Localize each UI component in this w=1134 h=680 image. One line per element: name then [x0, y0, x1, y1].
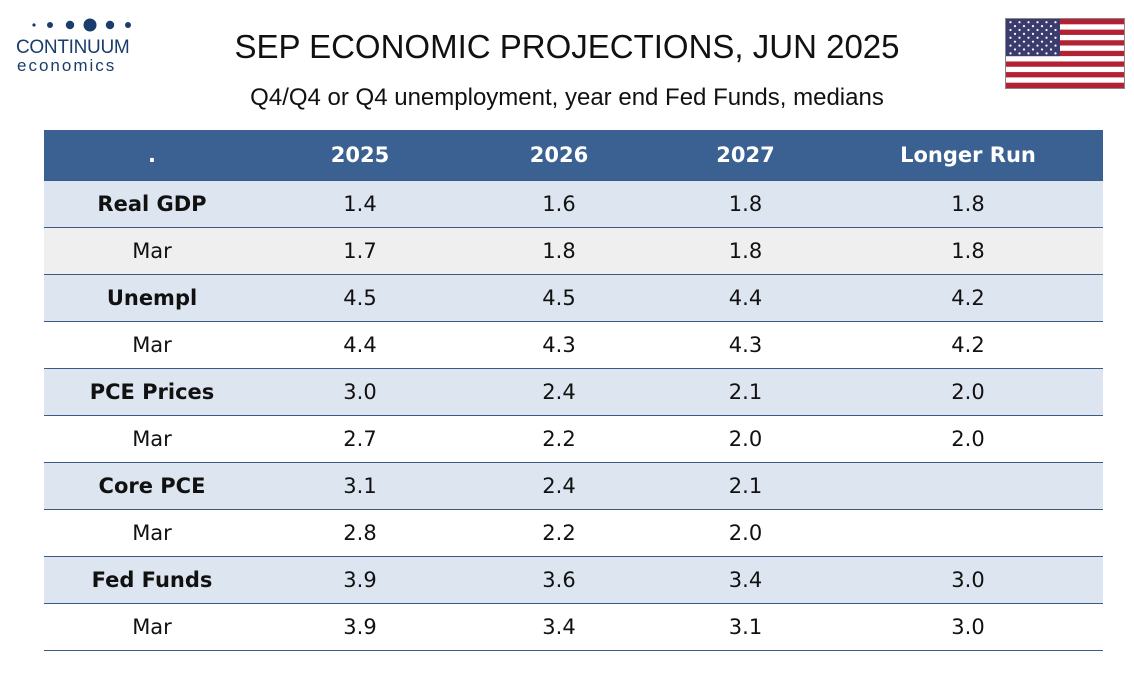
table-cell: 2.0	[658, 415, 833, 463]
table-cell: 4.2	[833, 274, 1103, 322]
projections-table: . 2025 2026 2027 Longer Run Real GDP 1.4 1.6 1.…	[44, 130, 1103, 651]
row-label: Mar	[44, 603, 260, 651]
table-cell: 4.5	[260, 274, 460, 322]
table-cell: 2.4	[460, 368, 658, 416]
table-cell: 1.8	[658, 227, 833, 275]
table-cell	[833, 509, 1103, 557]
table-row: Unempl 4.5 4.5 4.4 4.2	[44, 274, 1103, 322]
table-cell: 2.0	[833, 368, 1103, 416]
table-cell: 3.0	[833, 556, 1103, 604]
table-cell: 3.4	[658, 556, 833, 604]
us-flag-icon	[1005, 18, 1125, 89]
table-row: Mar 2.7 2.2 2.0 2.0	[44, 415, 1103, 463]
row-label: Mar	[44, 509, 260, 557]
table-cell: 2.0	[833, 415, 1103, 463]
table-cell: 2.4	[460, 462, 658, 510]
table-cell: 3.9	[260, 603, 460, 651]
table-cell: 4.3	[460, 321, 658, 369]
table-row: Mar 1.7 1.8 1.8 1.8	[44, 227, 1103, 275]
logo-name: CONTINUUM	[16, 37, 130, 58]
table-row: Real GDP 1.4 1.6 1.8 1.8	[44, 180, 1103, 228]
table-row: Mar 3.9 3.4 3.1 3.0	[44, 603, 1103, 651]
table-cell: 1.8	[658, 180, 833, 228]
row-label: Fed Funds	[44, 556, 260, 604]
column-header-3: 2027	[658, 130, 833, 181]
table-cell: 2.1	[658, 368, 833, 416]
table-cell: 3.0	[833, 603, 1103, 651]
column-header-2: 2026	[460, 130, 658, 181]
table-cell: 4.4	[260, 321, 460, 369]
table-cell: 2.7	[260, 415, 460, 463]
table-cell: 1.4	[260, 180, 460, 228]
table-cell: 3.9	[260, 556, 460, 604]
table-cell: 2.0	[658, 509, 833, 557]
row-label: Mar	[44, 227, 260, 275]
table-cell: 1.8	[833, 180, 1103, 228]
column-header-1: 2025	[260, 130, 460, 181]
table-cell: 3.1	[260, 462, 460, 510]
column-header-4: Longer Run	[833, 130, 1103, 181]
table-cell: 2.1	[658, 462, 833, 510]
row-label: Core PCE	[44, 462, 260, 510]
chart-title: SEP ECONOMIC PROJECTIONS, JUN 2025	[234, 28, 900, 65]
row-label: Real GDP	[44, 180, 260, 228]
table-cell: 4.3	[658, 321, 833, 369]
table-cell: 2.8	[260, 509, 460, 557]
table-cell: 1.8	[460, 227, 658, 275]
table-row: PCE Prices 3.0 2.4 2.1 2.0	[44, 368, 1103, 416]
table-cell: 4.2	[833, 321, 1103, 369]
table-row: Mar 4.4 4.3 4.3 4.2	[44, 321, 1103, 369]
table-cell: 1.8	[833, 227, 1103, 275]
table-cell: 2.2	[460, 415, 658, 463]
row-label: Mar	[44, 415, 260, 463]
row-label: Unempl	[44, 274, 260, 322]
column-header-0: .	[44, 130, 260, 181]
logo-dots-icon	[32, 18, 131, 32]
table-cell: 2.2	[460, 509, 658, 557]
table-cell: 1.6	[460, 180, 658, 228]
table-cell: 3.0	[260, 368, 460, 416]
row-label: PCE Prices	[44, 368, 260, 416]
table-header-row: . 2025 2026 2027 Longer Run	[44, 130, 1103, 181]
table-cell: 3.1	[658, 603, 833, 651]
continuum-logo: CONTINUUM economics	[14, 14, 134, 78]
table-cell: 3.4	[460, 603, 658, 651]
row-label: Mar	[44, 321, 260, 369]
chart-subtitle: Q4/Q4 or Q4 unemployment, year end Fed F…	[250, 84, 884, 111]
table-cell: 4.5	[460, 274, 658, 322]
logo-sub: economics	[17, 56, 117, 75]
table-cell: 1.7	[260, 227, 460, 275]
table-cell: 4.4	[658, 274, 833, 322]
table-row: Mar 2.8 2.2 2.0	[44, 509, 1103, 557]
table-cell: 3.6	[460, 556, 658, 604]
table-row: Fed Funds 3.9 3.6 3.4 3.0	[44, 556, 1103, 604]
table-row: Core PCE 3.1 2.4 2.1	[44, 462, 1103, 510]
table-cell	[833, 462, 1103, 510]
